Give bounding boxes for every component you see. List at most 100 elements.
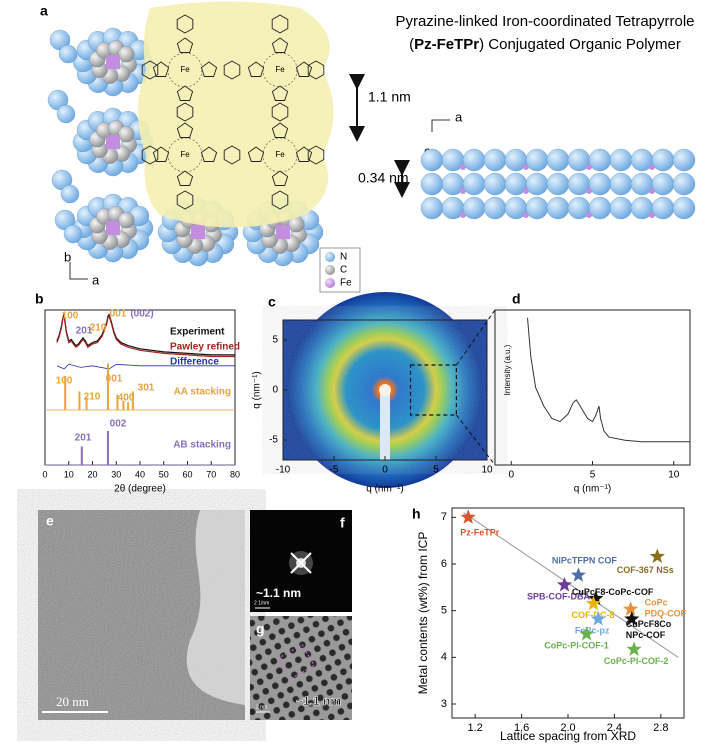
atom [609,196,633,220]
peak-label: 002 [110,419,127,430]
stick [131,391,134,410]
ring [223,145,241,165]
macrocycle [262,137,298,173]
x-axis-label: q (nm⁻¹) [366,484,404,495]
macrocycle [262,52,298,88]
scale-label: 2 1/nm [254,600,269,606]
atom [588,196,612,220]
x-tick-label: 0 [382,465,388,476]
legend-label: Difference [170,357,219,368]
x-tick-label: 0 [42,469,47,479]
metal-label: Fe [275,65,285,74]
zoom-line [456,414,496,466]
x-tick-label: 40 [135,469,145,479]
ring [176,102,194,122]
ring [247,146,265,162]
x-tick-label: 2.4 [607,722,622,734]
spacing-label: ~1.1 nm [296,694,341,708]
ring [271,85,289,101]
data-point [649,548,665,563]
unit-cell [277,643,315,681]
point-label: FePc-pz [575,625,610,635]
data-line [527,317,690,443]
atom [118,126,135,143]
point-label: CuPcF8Co NPc-COF [626,619,672,640]
beam-stop [380,390,390,460]
y-tick-label: 6 [441,558,447,570]
atom [56,104,76,124]
peak-label: 201 [75,433,92,444]
panel-label: d [512,291,521,307]
panel-label: f [340,515,345,531]
ring [307,60,325,80]
x-tick-label: -10 [276,465,291,476]
atom [672,172,696,196]
stick [64,375,67,410]
y-axis-label: q (nm⁻¹) [252,371,263,409]
atom [672,196,696,220]
atom [60,184,80,204]
peak-label: 400 [118,393,135,404]
ring [307,145,325,165]
x-tick-label: 70 [206,469,216,479]
atom [546,172,570,196]
iron-atom [106,135,120,149]
atom [546,148,570,172]
metal-label: Fe [275,150,285,159]
fft-mark [290,552,312,574]
x-tick-label: 1.2 [468,722,483,734]
atom [63,224,83,244]
panel-label: a [40,3,48,19]
atom [588,172,612,196]
peak-label: (002) [130,309,153,320]
ring [176,170,194,186]
atom [462,172,486,196]
ring [271,37,289,53]
peak-label: 001 [106,374,123,385]
framework-highlight [138,1,334,228]
ring [200,146,218,162]
x-tick-label: 10 [481,465,493,476]
x-tick-label: 30 [111,469,121,479]
point-label: COF-367 NSs [617,565,674,575]
stick [127,402,130,410]
legend-swatch [325,278,335,288]
stick [78,391,81,410]
atom [525,196,549,220]
point-label: CuPcF8-CoPc-COF [572,587,654,597]
legend-label: N [340,252,347,263]
dimension-label: 1.1 nm [368,89,411,105]
beam-center [379,384,391,396]
data-point [590,611,606,626]
atom [420,196,444,220]
ring [223,60,241,80]
ring [247,61,265,77]
y-tick-label: 3 [441,698,447,710]
spacing-label: ~1.1 nm [256,586,301,600]
atom [462,196,486,220]
data-line [56,363,235,370]
y-tick-label: 5 [272,335,278,346]
stick-legend: AA stacking [174,387,231,398]
ring [176,37,194,53]
iron-atom [276,225,290,239]
tem-edge [186,510,245,705]
panel-label: e [46,513,54,529]
atom [462,148,486,172]
title: (Pz-FeTPr) Conjugated Organic Polymer [409,36,681,53]
data-point [624,611,640,626]
stick [116,394,119,410]
x-axis-label: Lattice spacing from XRD [500,729,636,743]
zoom-box [409,364,458,416]
x-tick-label: -5 [330,465,339,476]
point-label: Pz-FeTPr [460,528,500,538]
axis-indicator [431,119,450,132]
peak-label: 210 [90,323,107,334]
atom [588,148,612,172]
atom [609,172,633,196]
title-part: Pz-FeTPr [414,36,479,53]
ring [271,170,289,186]
panel-label: c [268,294,276,310]
y-axis-label: Intensity (a.u.) [503,344,512,395]
